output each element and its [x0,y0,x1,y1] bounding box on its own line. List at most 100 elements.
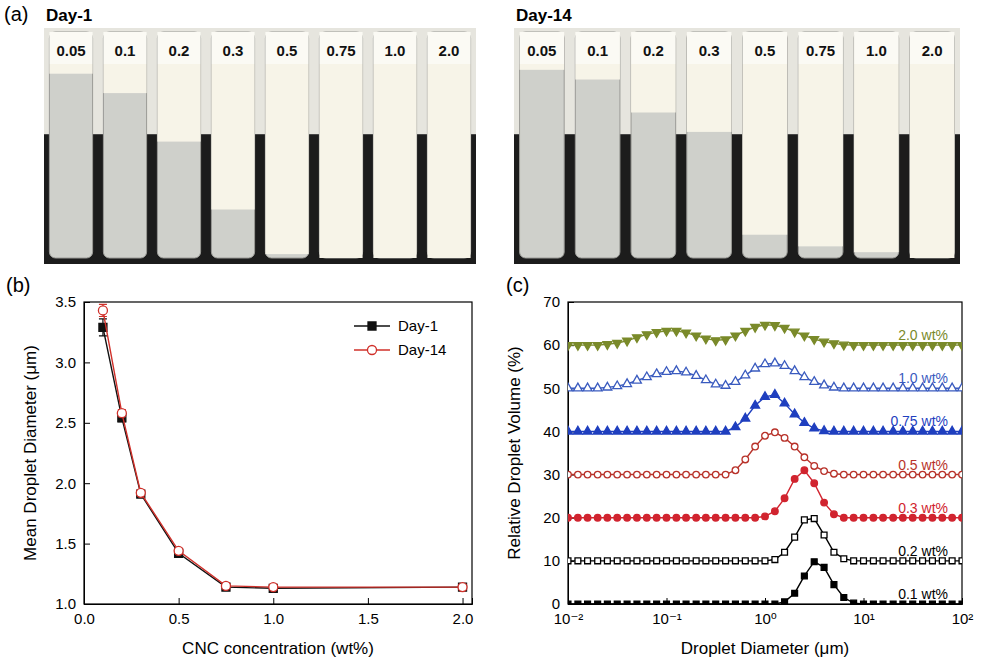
marker [959,601,962,604]
tube [103,32,146,258]
marker [634,601,640,604]
y-axis-title: Mean Droplet Diameter (μm) [21,345,40,561]
marker [889,343,898,351]
marker [703,514,710,521]
marker [662,426,671,434]
marker [683,514,690,521]
vial-label: 0.75 [326,42,355,59]
marker [721,381,730,389]
marker [821,532,827,538]
marker [850,471,857,478]
marker [880,558,886,564]
marker [859,343,868,351]
marker [731,333,740,341]
marker [623,426,632,434]
x-axis-title: CNC concentration (wt%) [182,639,374,658]
tube-cap [211,32,254,64]
marker [653,514,660,521]
marker [653,471,660,478]
marker [644,514,651,521]
marker [575,471,582,478]
series-line [568,562,962,604]
marker [713,601,719,604]
cream-layer [854,64,899,252]
marker [800,372,809,380]
y-tick-label: 3.0 [55,354,76,371]
marker [801,517,807,523]
marker [880,601,886,604]
marker [890,558,896,564]
marker [859,426,868,434]
marker [723,601,729,604]
marker [949,601,955,604]
vial-label: 0.05 [56,42,85,59]
marker [742,601,748,604]
marker [703,558,709,564]
vial-label: 0.5 [277,42,298,59]
y-tick-mark [568,302,574,303]
y-tick: 20 [543,509,574,526]
marker [851,558,857,564]
vial-panel: 0.050.10.20.30.50.751.02.0 [44,28,476,264]
error-bar [99,304,107,316]
cream-layer [373,64,416,258]
marker [869,426,878,434]
marker [713,558,719,564]
legend-marker [368,322,376,330]
marker [662,367,671,375]
marker [174,546,183,555]
marker [693,601,699,604]
series-label: 0.2 wt% [898,543,948,559]
x-tick: 1.5 [358,598,379,627]
series-line [568,519,962,561]
y-tick: 2.0 [55,475,90,492]
vial-label: 0.75 [806,42,835,59]
marker [568,471,571,478]
marker [830,426,839,434]
marker [860,514,867,521]
plot-frame [568,302,962,604]
marker [841,514,848,521]
marker [593,383,602,391]
marker [573,426,582,434]
marker [782,549,788,555]
tube-cap [520,32,565,64]
marker [839,383,848,391]
x-tick-label: 2.0 [453,610,474,627]
marker [614,558,620,564]
marker [841,556,847,562]
y-tick: 1.5 [55,535,90,552]
x-tick-label: 1.5 [358,610,379,627]
marker [672,426,681,434]
series-label: 1.0 wt% [898,370,948,386]
marker [693,514,700,521]
marker [780,361,789,369]
tube-cap [575,32,620,64]
y-tick-label: 1.0 [55,595,76,612]
marker [664,601,670,604]
panel-title: Day-14 [516,6,572,25]
cream-layer [103,64,146,93]
tube-cap [687,32,732,64]
x-tick: 10⁻¹ [652,598,682,627]
y-tick-label: 10 [543,552,560,569]
marker [958,426,962,434]
marker [603,342,612,350]
cream-layer [319,64,362,258]
marker [821,468,828,475]
marker [624,514,631,521]
marker [880,471,887,478]
marker [652,330,661,338]
series-label: 0.5 wt% [898,457,948,473]
marker [831,549,837,555]
series-label: 2.0 wt% [898,327,948,343]
marker [568,558,571,564]
tube-cap [265,32,308,64]
marker [831,470,838,477]
marker [849,383,858,391]
marker [603,382,612,390]
marker [879,426,888,434]
marker [583,343,592,351]
cream-layer [157,64,200,142]
marker [820,339,829,347]
